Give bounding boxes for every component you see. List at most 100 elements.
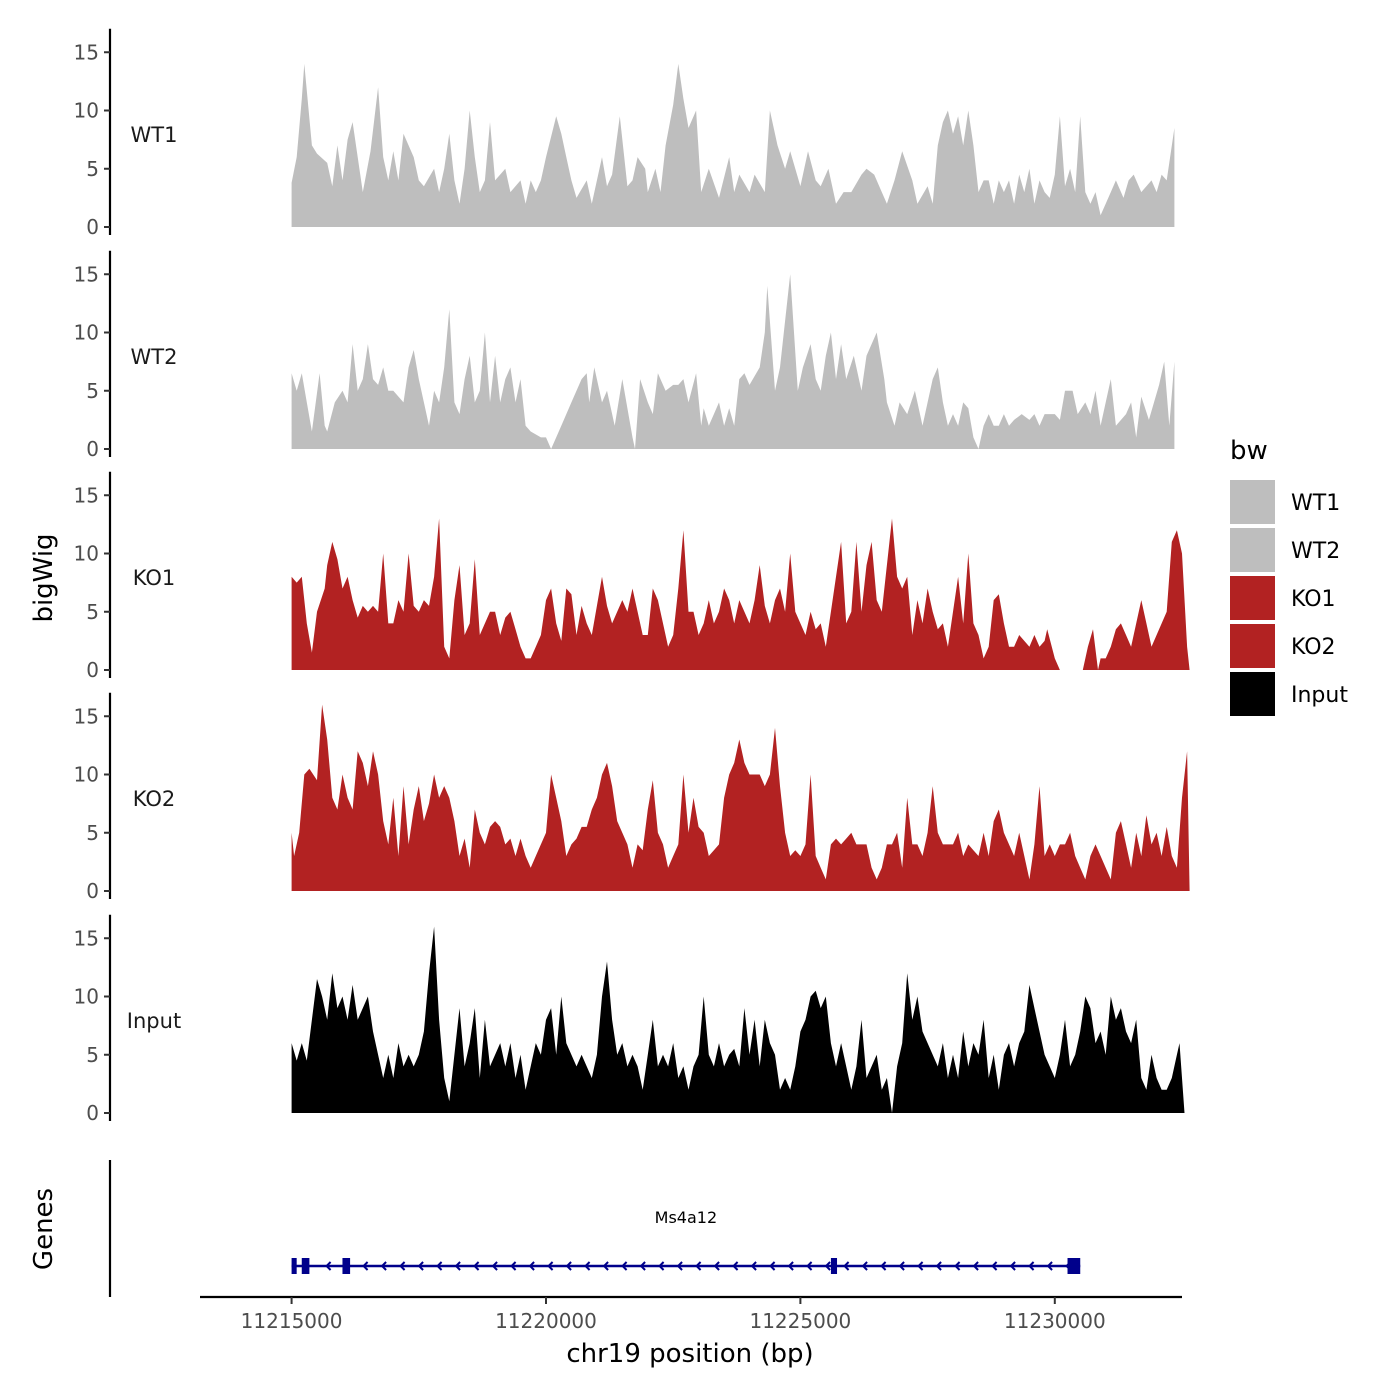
exon [342, 1258, 351, 1274]
gene-track: Genes Ms4a12 [29, 1160, 1081, 1297]
y-tick-label: 15 [74, 40, 99, 64]
strand-arrow [1028, 1261, 1035, 1271]
strand-arrow [621, 1261, 628, 1271]
y-axis-title: bigWig [29, 533, 59, 622]
y-tick-label: 10 [74, 321, 99, 345]
strand-arrow [510, 1261, 517, 1271]
strand-arrow [584, 1261, 591, 1271]
track-label: WT2 [131, 345, 178, 369]
bigwig-tracks: 0 5 10 15 WT1 0 5 10 15 WT2 0 5 10 15 KO1 0 5 10 15 KO2 0 5 10… [29, 28, 1190, 1125]
coverage-area-wt1 [291, 63, 1175, 228]
x-tick-label: 11220000 [495, 1309, 597, 1333]
y-tick-label: 5 [86, 157, 99, 181]
strand-arrow [417, 1261, 424, 1271]
legend-swatch-wt1 [1230, 480, 1275, 524]
strand-arrow [380, 1261, 387, 1271]
genes-axis-title: Genes [29, 1188, 59, 1270]
strand-arrow [695, 1261, 702, 1271]
strand-arrow [750, 1261, 757, 1271]
track-ko2: 0 5 10 15 KO2 [74, 692, 1190, 903]
exon [291, 1258, 297, 1274]
y-tick-label: 15 [74, 926, 99, 950]
gene-name-label: Ms4a12 [655, 1208, 717, 1227]
legend-title: bw [1230, 436, 1268, 466]
track-wt2: 0 5 10 15 WT2 [74, 250, 1175, 461]
y-tick-label: 5 [86, 1043, 99, 1067]
strand-arrow [861, 1261, 868, 1271]
strand-arrow [658, 1261, 665, 1271]
y-tick-label: 5 [86, 821, 99, 845]
strand-arrow [547, 1261, 554, 1271]
strand-arrow [898, 1261, 905, 1271]
strand-arrow [917, 1261, 924, 1271]
strand-arrow [491, 1261, 498, 1271]
strand-arrow [787, 1261, 794, 1271]
x-tick-label: 11230000 [1004, 1309, 1106, 1333]
strand-arrow [1046, 1261, 1053, 1271]
strand-arrow [1009, 1261, 1016, 1271]
strand-arrow [436, 1261, 443, 1271]
strand-arrow [843, 1261, 850, 1271]
y-tick-label: 10 [74, 99, 99, 123]
legend-swatch-wt2 [1230, 528, 1275, 572]
coverage-area-ko2 [291, 704, 1190, 891]
strand-arrow [769, 1261, 776, 1271]
strand-arrow [528, 1261, 535, 1271]
strand-arrow [454, 1261, 461, 1271]
track-label: KO1 [133, 566, 176, 590]
strand-arrow [991, 1261, 998, 1271]
strand-arrow [639, 1261, 646, 1271]
legend-label-wt1: WT1 [1291, 491, 1340, 516]
y-tick-label: 15 [74, 483, 99, 507]
legend: bw WT1 WT2 KO1 KO2 Input [1230, 436, 1348, 716]
track-label: WT1 [131, 123, 178, 147]
y-tick-label: 15 [74, 704, 99, 728]
strand-arrow [880, 1261, 887, 1271]
strand-arrow [824, 1261, 831, 1271]
x-tick-label: 11215000 [241, 1309, 343, 1333]
legend-label-ko1: KO1 [1291, 587, 1336, 612]
track-wt1: 0 5 10 15 WT1 [74, 28, 1175, 239]
y-tick-label: 0 [86, 437, 99, 461]
y-tick-label: 5 [86, 379, 99, 403]
track-ko1: 0 5 10 15 KO1 [74, 471, 1190, 682]
y-tick-label: 0 [86, 879, 99, 903]
y-tick-label: 15 [74, 262, 99, 286]
strand-arrow [399, 1261, 406, 1271]
strand-arrow [473, 1261, 480, 1271]
strand-arrow [602, 1261, 609, 1271]
coverage-area-ko1 [291, 518, 1190, 670]
strand-arrow [676, 1261, 683, 1271]
strand-arrow [732, 1261, 739, 1271]
y-tick-label: 0 [86, 658, 99, 682]
track-label: Input [127, 1009, 181, 1033]
coverage-area-input [291, 926, 1185, 1113]
legend-label-input: Input [1291, 683, 1348, 708]
exon [830, 1258, 838, 1274]
legend-swatch-ko1 [1230, 576, 1275, 620]
legend-label-wt2: WT2 [1291, 539, 1340, 564]
strand-arrow [935, 1261, 942, 1271]
strand-arrow [806, 1261, 813, 1271]
strand-arrow [362, 1261, 369, 1271]
coverage-area-wt2 [291, 274, 1175, 449]
x-tick-label: 11225000 [749, 1309, 851, 1333]
y-tick-label: 10 [74, 542, 99, 566]
legend-swatch-input [1230, 672, 1275, 716]
y-tick-label: 0 [86, 215, 99, 239]
track-label: KO2 [133, 787, 176, 811]
strand-arrow [325, 1261, 332, 1271]
legend-label-ko2: KO2 [1291, 635, 1336, 660]
strand-arrow [565, 1261, 572, 1271]
x-axis-title: chr19 position (bp) [566, 1339, 813, 1369]
exon [1067, 1258, 1081, 1274]
y-tick-label: 10 [74, 763, 99, 787]
x-axis: 11215000 11220000 11225000 11230000 chr19 po… [200, 1295, 1182, 1369]
y-tick-label: 10 [74, 985, 99, 1009]
y-tick-label: 5 [86, 600, 99, 624]
y-tick-label: 0 [86, 1101, 99, 1125]
strand-arrow [954, 1261, 961, 1271]
exon [301, 1258, 310, 1274]
strand-arrow [972, 1261, 979, 1271]
